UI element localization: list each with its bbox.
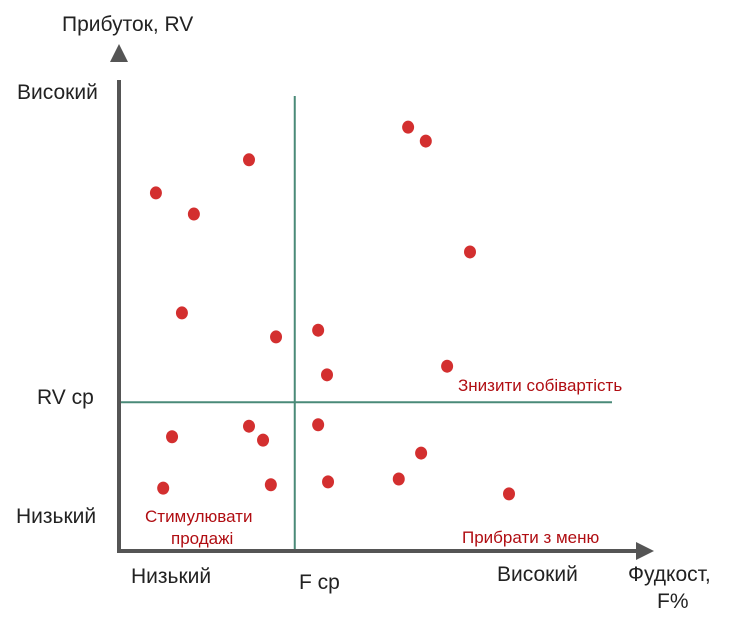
x-tick-low: Низький xyxy=(131,565,211,588)
data-point xyxy=(441,359,454,373)
data-point xyxy=(402,120,415,134)
data-point xyxy=(166,430,179,444)
data-point xyxy=(312,418,325,432)
y-axis-title: Прибуток, RV xyxy=(62,13,193,36)
y-tick-low: Низький xyxy=(16,505,96,528)
data-point xyxy=(264,478,277,492)
data-point xyxy=(257,433,270,447)
quadrant-label-remove: Прибрати з меню xyxy=(462,528,599,547)
x-tick-avg: F ср xyxy=(299,571,340,594)
y-tick-high: Високий xyxy=(17,81,98,104)
x-axis-title-line2: F% xyxy=(657,590,689,613)
data-point xyxy=(464,245,476,259)
data-point xyxy=(243,419,255,433)
x-axis-arrow-icon xyxy=(636,542,654,560)
y-axis-arrow-icon xyxy=(110,44,128,62)
data-point xyxy=(419,134,432,148)
data-point xyxy=(175,306,188,320)
x-tick-high: Високий xyxy=(497,563,578,586)
data-point xyxy=(392,472,405,486)
data-point xyxy=(243,153,255,167)
data-point xyxy=(187,207,200,221)
data-point xyxy=(157,481,170,495)
quadrant-label-stimulate-line2: продажі xyxy=(171,529,233,548)
data-point xyxy=(149,186,162,200)
data-point xyxy=(321,368,333,382)
data-point xyxy=(312,323,325,337)
quadrant-label-reduce-cost: Знизити собівартість xyxy=(458,376,622,395)
data-point xyxy=(322,475,335,489)
data-point xyxy=(415,446,428,460)
x-axis-title-line1: Фудкост, xyxy=(628,563,711,586)
data-point xyxy=(270,330,283,344)
data-point xyxy=(503,487,515,501)
y-tick-avg: RV ср xyxy=(37,386,94,409)
quadrant-label-stimulate-line1: Стимулювати xyxy=(145,507,252,526)
